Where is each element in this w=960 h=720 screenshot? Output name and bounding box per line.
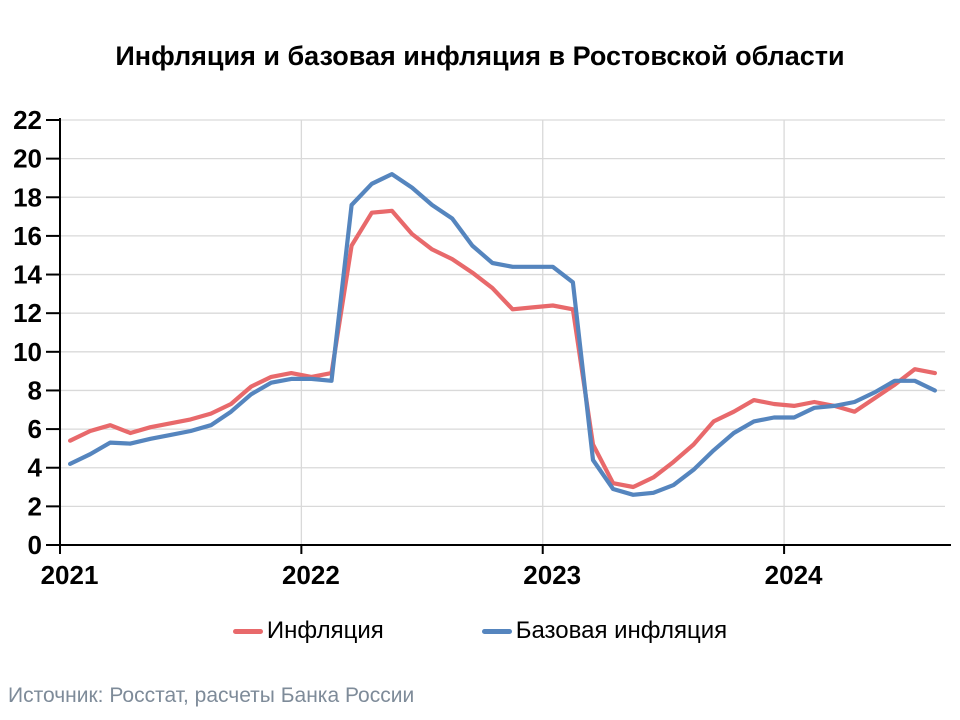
- y-axis-tick-label: 22: [13, 105, 42, 135]
- core-inflation-line: [67, 172, 938, 497]
- x-axis-tick-label: 2024: [765, 560, 823, 590]
- chart-title: Инфляция и базовая инфляция в Ростовской…: [115, 41, 845, 71]
- legend-item-core-inflation: Базовая инфляция: [481, 617, 728, 645]
- core-inflation-legend-swatch: [481, 628, 512, 634]
- core-inflation-legend-label: Базовая инфляция: [515, 617, 728, 644]
- y-axis-tick-label: 6: [28, 414, 42, 444]
- y-axis-tick-label: 0: [28, 530, 42, 560]
- y-axis-tick-label: 16: [13, 221, 42, 251]
- y-axis-tick-label: 12: [13, 298, 42, 328]
- y-axis-tick-label: 18: [13, 182, 42, 212]
- inflation-legend-label: Инфляция: [266, 617, 384, 644]
- y-axis-tick-label: 8: [28, 375, 42, 405]
- y-axis-tick-label: 4: [28, 453, 43, 483]
- legend-item-inflation: Инфляция: [232, 617, 384, 645]
- legend: Инфляция Базовая инфляция: [0, 617, 960, 645]
- y-axis-tick-label: 14: [13, 260, 42, 290]
- x-axis-tick-label: 2022: [282, 560, 340, 590]
- inflation-legend-swatch: [232, 628, 263, 634]
- y-axis-tick-label: 2: [28, 491, 42, 521]
- y-axis-tick-label: 20: [13, 144, 42, 174]
- source-note: Источник: Росстат, расчеты Банка России: [8, 684, 415, 707]
- x-axis-tick-label: 2023: [523, 560, 581, 590]
- y-axis-tick-label: 10: [13, 337, 42, 367]
- x-axis-tick-label: 2021: [41, 560, 99, 590]
- inflation-line: [67, 208, 938, 490]
